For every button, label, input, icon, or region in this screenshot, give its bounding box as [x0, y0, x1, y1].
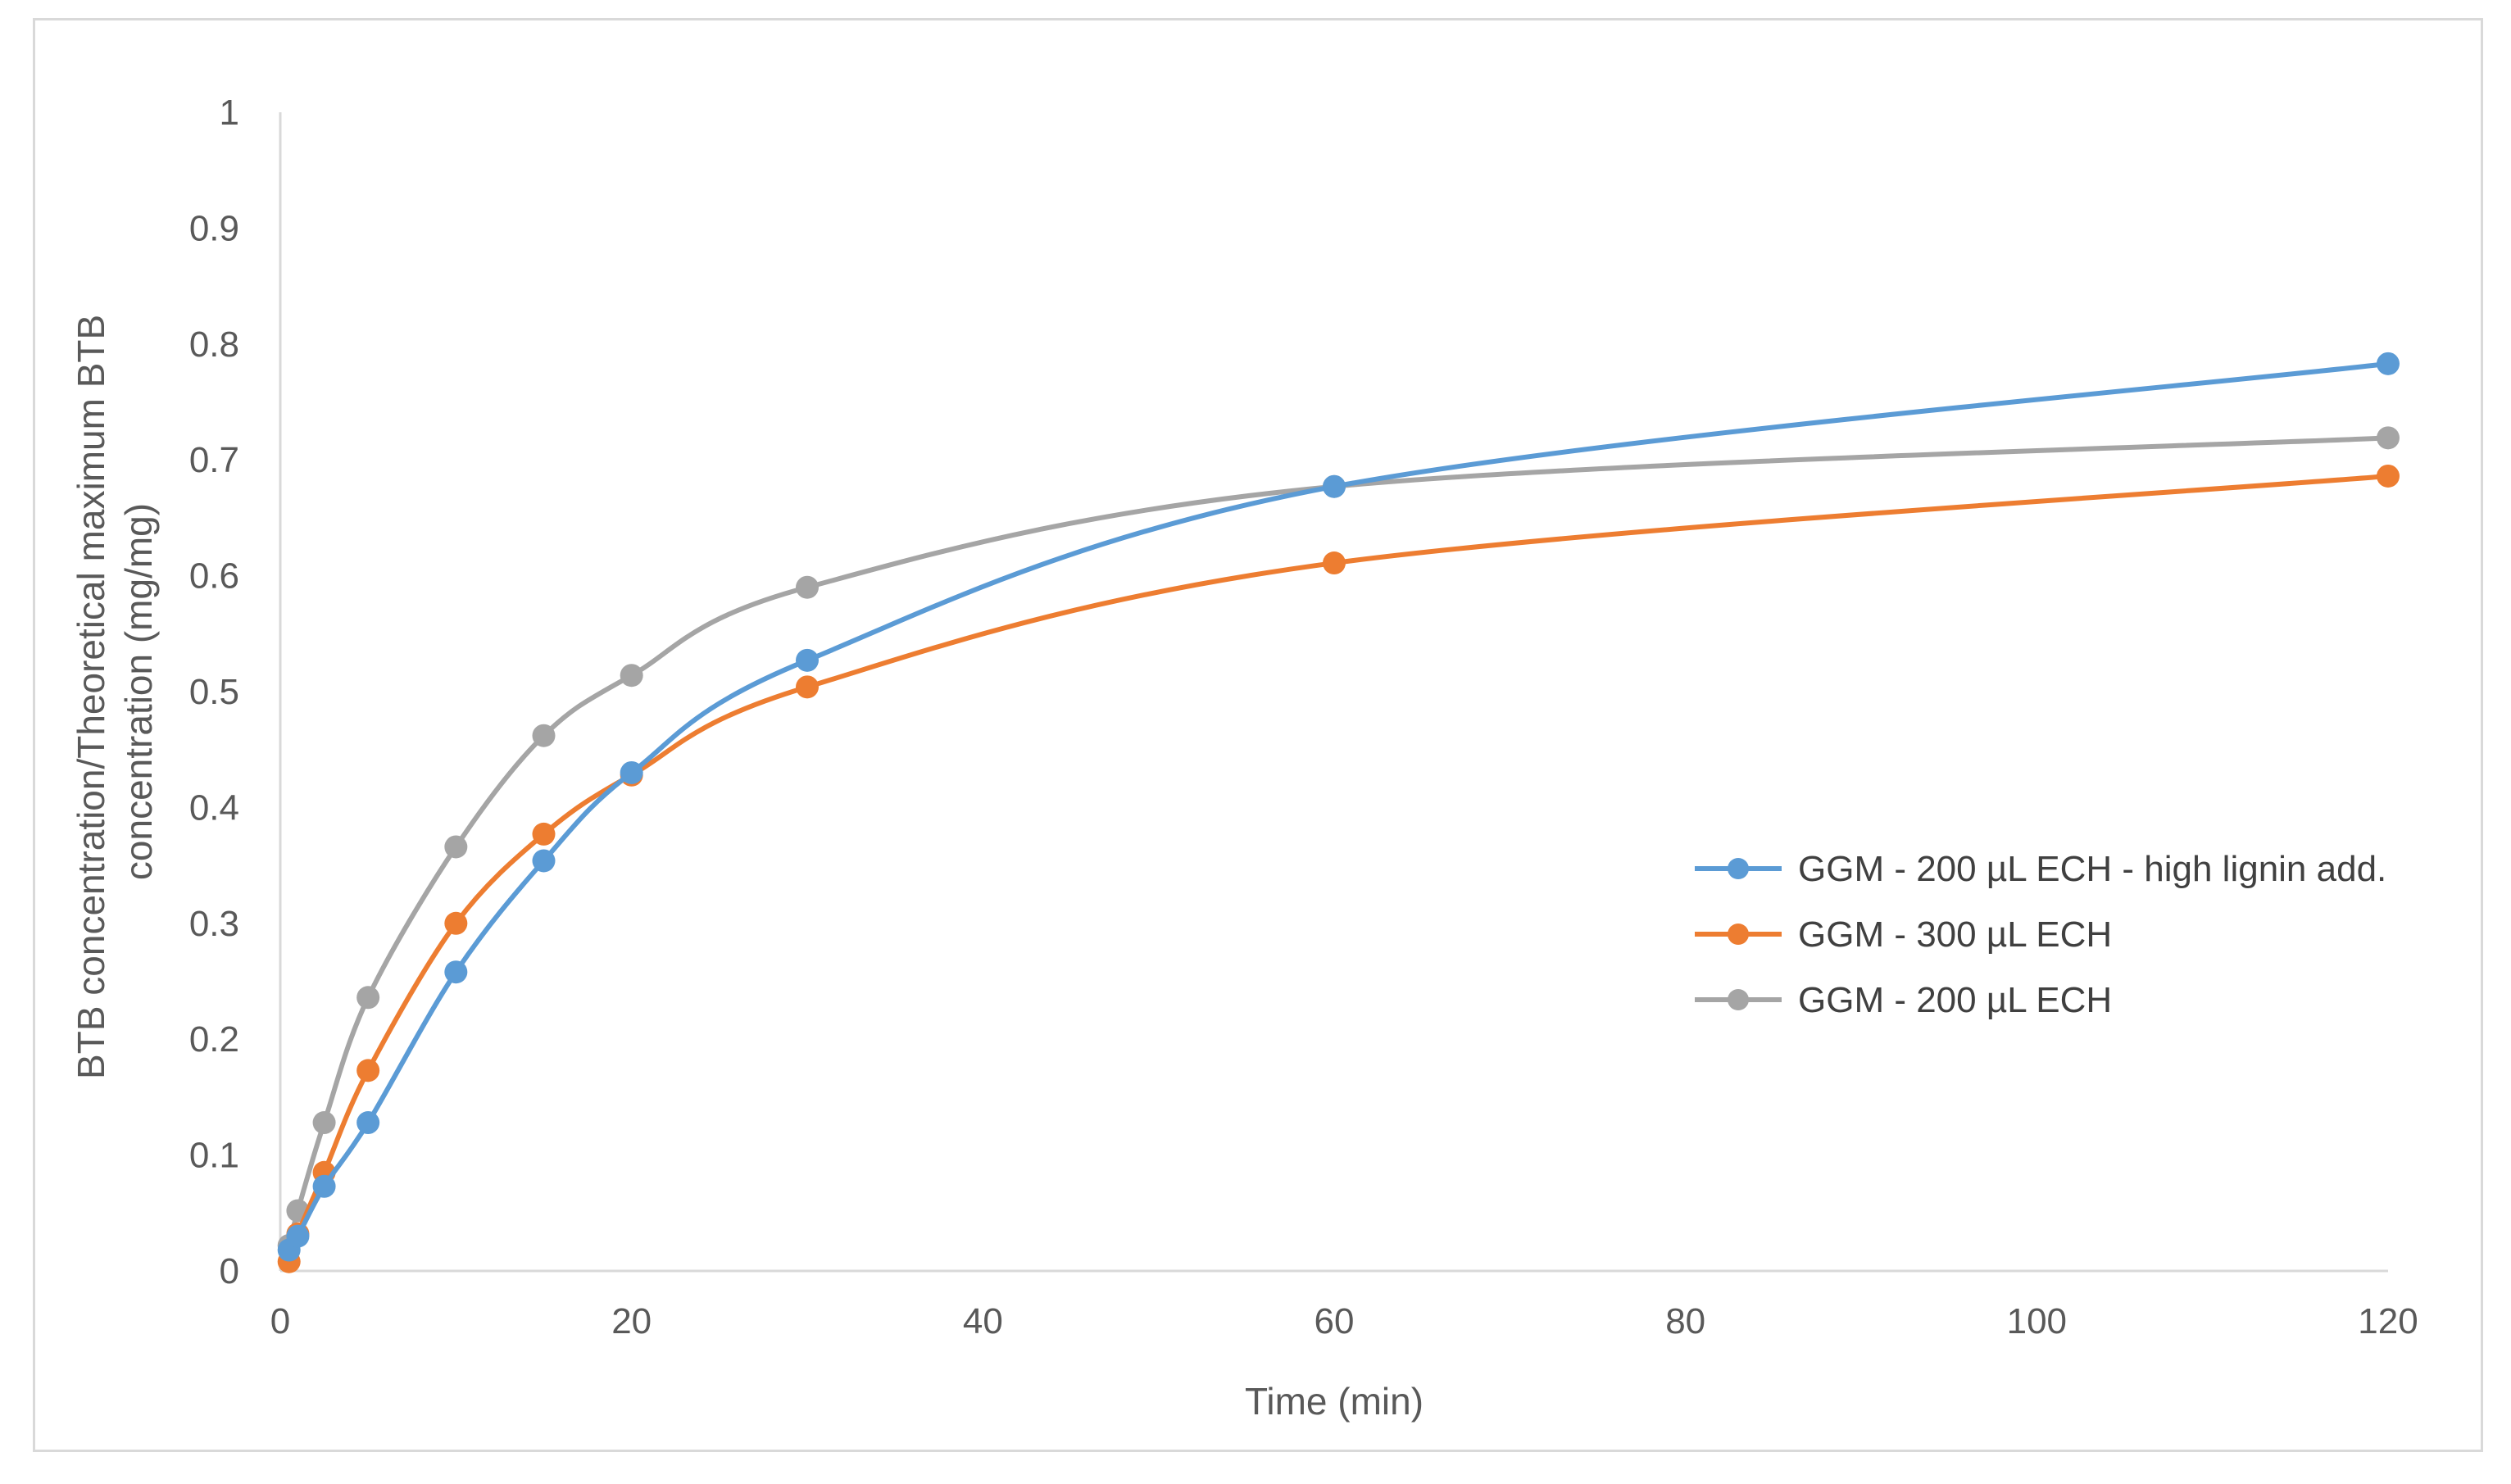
x-tick-label: 20: [611, 1301, 652, 1341]
data-point: [796, 675, 819, 699]
legend-label: GGM - 300 µL ECH: [1798, 914, 2112, 955]
data-point: [1323, 551, 1346, 575]
data-point: [2377, 464, 2400, 488]
data-point: [2377, 426, 2400, 450]
legend-swatch-marker: [1728, 924, 1749, 945]
y-tick-label: 0.5: [189, 672, 239, 712]
data-point: [286, 1224, 310, 1248]
y-tick-label: 0.6: [189, 556, 239, 597]
y-axis-title: BTB concentration/Theoretical maximum BT…: [70, 304, 160, 1079]
data-point: [532, 724, 556, 747]
y-tick-label: 0.9: [189, 208, 239, 248]
data-point: [532, 849, 556, 873]
y-tick-label: 0.1: [189, 1136, 239, 1176]
series-3: [277, 426, 2400, 1257]
data-point: [356, 986, 380, 1010]
y-tick-label: 0.3: [189, 904, 239, 944]
series-line: [286, 361, 2391, 1253]
x-tick-label: 0: [270, 1301, 290, 1341]
data-point: [312, 1111, 336, 1135]
y-tick-label: 0.7: [189, 440, 239, 480]
data-point: [356, 1111, 380, 1135]
y-tick-label: 1: [220, 93, 239, 133]
x-tick-labels: 0 20 40 60 80 100 120: [270, 1301, 2418, 1341]
data-point: [2377, 352, 2400, 375]
data-point: [532, 822, 556, 846]
x-tick-label: 80: [1665, 1301, 1705, 1341]
chart-frame: [33, 18, 2483, 1452]
x-tick-label: 100: [2007, 1301, 2067, 1341]
legend-label: GGM - 200 µL ECH: [1798, 980, 2112, 1020]
y-tick-labels: 0 0.1 0.2 0.3 0.4 0.5 0.6 0.7 0.8 0.9 1: [189, 93, 239, 1291]
legend-item-2: GGM - 300 µL ECH: [1695, 914, 2112, 955]
data-point: [620, 664, 643, 688]
data-point: [444, 960, 468, 984]
data-point: [444, 835, 468, 859]
legend-item-1: GGM - 200 µL ECH - high lignin add.: [1695, 849, 2386, 889]
data-point: [620, 760, 643, 784]
y-tick-label: 0.4: [189, 787, 239, 828]
legend-item-3: GGM - 200 µL ECH: [1695, 980, 2112, 1020]
data-point: [444, 911, 468, 935]
data-point: [1323, 474, 1346, 498]
y-tick-label: 0.2: [189, 1019, 239, 1060]
legend-swatch-marker: [1728, 989, 1749, 1010]
series-1: [277, 352, 2400, 1262]
data-point: [796, 648, 819, 672]
x-tick-label: 120: [2358, 1301, 2418, 1341]
x-axis-title: Time (min): [1245, 1380, 1424, 1423]
y-tick-label: 0.8: [189, 324, 239, 365]
y-axis-title-line-2: concentration (mg/mg): [117, 503, 160, 880]
x-tick-label: 60: [1315, 1301, 1355, 1341]
data-point: [796, 575, 819, 599]
axes: [279, 112, 2388, 1273]
legend-label: GGM - 200 µL ECH - high lignin add.: [1798, 849, 2386, 889]
data-point: [312, 1174, 336, 1198]
legend-swatch-marker: [1728, 858, 1749, 879]
y-axis-title-line-1: BTB concentration/Theoretical maximum BT…: [70, 315, 112, 1079]
data-point: [356, 1059, 380, 1082]
y-tick-label: 0: [220, 1251, 239, 1291]
x-tick-label: 40: [963, 1301, 1003, 1341]
series-layer: [277, 352, 2400, 1273]
legend: GGM - 200 µL ECH - high lignin add. GGM …: [1695, 849, 2386, 1020]
